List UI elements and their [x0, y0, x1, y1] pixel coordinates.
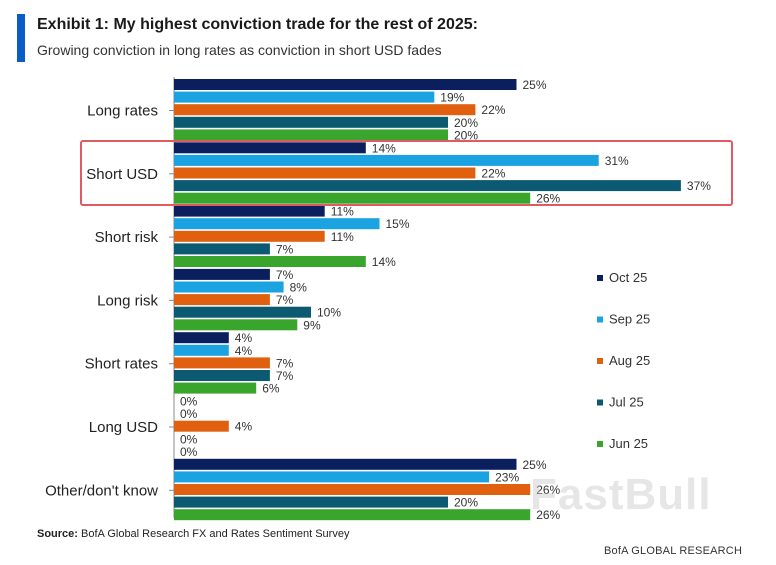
legend-swatch-aug-25	[597, 358, 603, 364]
bar-other-don-t-know-sep-25	[174, 471, 490, 483]
bar-short-rates-jun-25	[174, 382, 257, 394]
value-label-short-rates-jul-25: 7%	[276, 369, 294, 383]
value-label-long-rates-aug-25: 22%	[481, 103, 505, 117]
bar-short-usd-aug-25	[174, 167, 476, 179]
category-label-short-rates: Short rates	[85, 356, 158, 373]
legend-label-aug-25: Aug 25	[609, 353, 650, 368]
value-label-short-rates-jun-25: 6%	[262, 382, 280, 396]
value-label-short-risk-aug-25: 11%	[331, 230, 354, 244]
bar-long-risk-sep-25	[174, 281, 284, 293]
value-label-other-don-t-know-jun-25: 26%	[536, 508, 560, 522]
value-label-other-don-t-know-aug-25: 26%	[536, 483, 560, 497]
legend-label-jun-25: Jun 25	[609, 436, 648, 451]
value-label-long-risk-oct-25: 7%	[276, 268, 294, 282]
value-label-long-risk-jul-25: 10%	[317, 306, 341, 320]
value-label-short-rates-oct-25: 4%	[235, 331, 253, 345]
bar-long-rates-oct-25	[174, 79, 517, 90]
value-label-other-don-t-know-sep-25: 23%	[495, 470, 519, 484]
value-label-long-usd-jul-25: 0%	[180, 432, 198, 446]
value-label-long-risk-aug-25: 7%	[276, 293, 294, 307]
legend-swatch-sep-25	[597, 316, 603, 323]
value-label-short-risk-jun-25: 14%	[372, 255, 396, 269]
legend-label-oct-25: Oct 25	[609, 270, 647, 285]
value-label-long-rates-sep-25: 19%	[440, 91, 464, 105]
source-text: BofA Global Research FX and Rates Sentim…	[77, 528, 350, 540]
value-label-short-risk-sep-25: 15%	[386, 217, 410, 231]
category-label-long-risk: Long risk	[97, 292, 158, 309]
value-label-short-usd-aug-25: 22%	[481, 167, 505, 181]
value-label-other-don-t-know-jul-25: 20%	[454, 496, 478, 510]
value-label-other-don-t-know-oct-25: 25%	[523, 458, 547, 472]
bar-short-risk-sep-25	[174, 218, 380, 230]
bar-short-rates-aug-25	[174, 357, 270, 369]
value-label-long-risk-jun-25: 9%	[303, 318, 321, 332]
bar-short-usd-sep-25	[174, 154, 599, 166]
chart-subtitle: Growing conviction in long rates as conv…	[37, 42, 442, 58]
legend-label-sep-25: Sep 25	[609, 312, 650, 327]
category-label-short-risk: Short risk	[95, 229, 159, 246]
bar-long-risk-oct-25	[174, 268, 270, 280]
bar-other-don-t-know-aug-25	[174, 484, 531, 495]
value-label-long-rates-oct-25: 25%	[523, 78, 547, 92]
value-label-long-usd-oct-25: 0%	[180, 395, 198, 409]
source-note: Source: BofA Global Research FX and Rate…	[37, 528, 349, 540]
value-label-short-risk-jul-25: 7%	[276, 242, 294, 256]
short-usd-highlight-box	[80, 140, 733, 206]
source-label: Source:	[37, 528, 78, 540]
bar-short-rates-oct-25	[174, 332, 229, 344]
bar-short-risk-aug-25	[174, 230, 325, 242]
bar-short-rates-jul-25	[174, 370, 270, 381]
category-label-short-usd: Short USD	[86, 166, 158, 183]
bar-short-rates-sep-25	[174, 344, 229, 356]
category-label-long-rates: Long rates	[87, 103, 158, 120]
category-label-long-usd: Long USD	[89, 419, 158, 436]
bar-long-rates-jun-25	[174, 129, 448, 141]
bar-short-risk-oct-25	[174, 205, 325, 217]
category-label-other-don-t-know: Other/don't know	[45, 482, 158, 499]
value-label-long-risk-sep-25: 8%	[290, 281, 308, 295]
bar-short-risk-jul-25	[174, 243, 270, 255]
value-label-short-rates-sep-25: 4%	[235, 344, 253, 358]
bar-short-usd-oct-25	[174, 142, 366, 154]
value-label-long-usd-sep-25: 0%	[180, 407, 198, 421]
bar-other-don-t-know-jul-25	[174, 496, 448, 508]
bar-short-usd-jun-25	[174, 192, 531, 204]
bar-other-don-t-know-jun-25	[174, 509, 531, 521]
chart-title: Exhibit 1: My highest conviction trade f…	[37, 16, 478, 33]
bar-other-don-t-know-oct-25	[174, 458, 517, 470]
bar-long-rates-jul-25	[174, 116, 448, 128]
brand-label: BofA GLOBAL RESEARCH	[604, 545, 743, 557]
value-label-long-usd-jun-25: 0%	[180, 445, 198, 459]
value-label-short-usd-oct-25: 14%	[372, 141, 396, 155]
bar-long-usd-aug-25	[174, 420, 229, 432]
title-accent-bar	[17, 14, 25, 62]
bar-short-usd-jul-25	[174, 180, 681, 192]
legend-swatch-jun-25	[597, 441, 603, 447]
bar-short-risk-jun-25	[174, 256, 366, 267]
bar-long-risk-aug-25	[174, 294, 270, 306]
legend-swatch-jul-25	[597, 399, 603, 406]
value-label-short-rates-aug-25: 7%	[276, 356, 294, 370]
value-label-long-rates-jul-25: 20%	[454, 116, 478, 130]
bar-long-risk-jul-25	[174, 306, 311, 318]
bar-long-rates-sep-25	[174, 91, 435, 103]
value-label-short-usd-jul-25: 37%	[687, 179, 711, 193]
value-label-short-usd-jun-25: 26%	[536, 192, 560, 206]
value-label-short-usd-sep-25: 31%	[605, 154, 629, 168]
watermark: FastBull	[530, 470, 712, 519]
legend-label-jul-25: Jul 25	[609, 395, 644, 410]
bar-long-risk-jun-25	[174, 319, 298, 331]
value-label-short-risk-oct-25: 11%	[331, 205, 354, 219]
value-label-long-usd-aug-25: 4%	[235, 420, 253, 434]
bar-long-rates-aug-25	[174, 104, 476, 116]
value-label-long-rates-jun-25: 20%	[454, 128, 478, 142]
legend-swatch-oct-25	[597, 275, 603, 281]
